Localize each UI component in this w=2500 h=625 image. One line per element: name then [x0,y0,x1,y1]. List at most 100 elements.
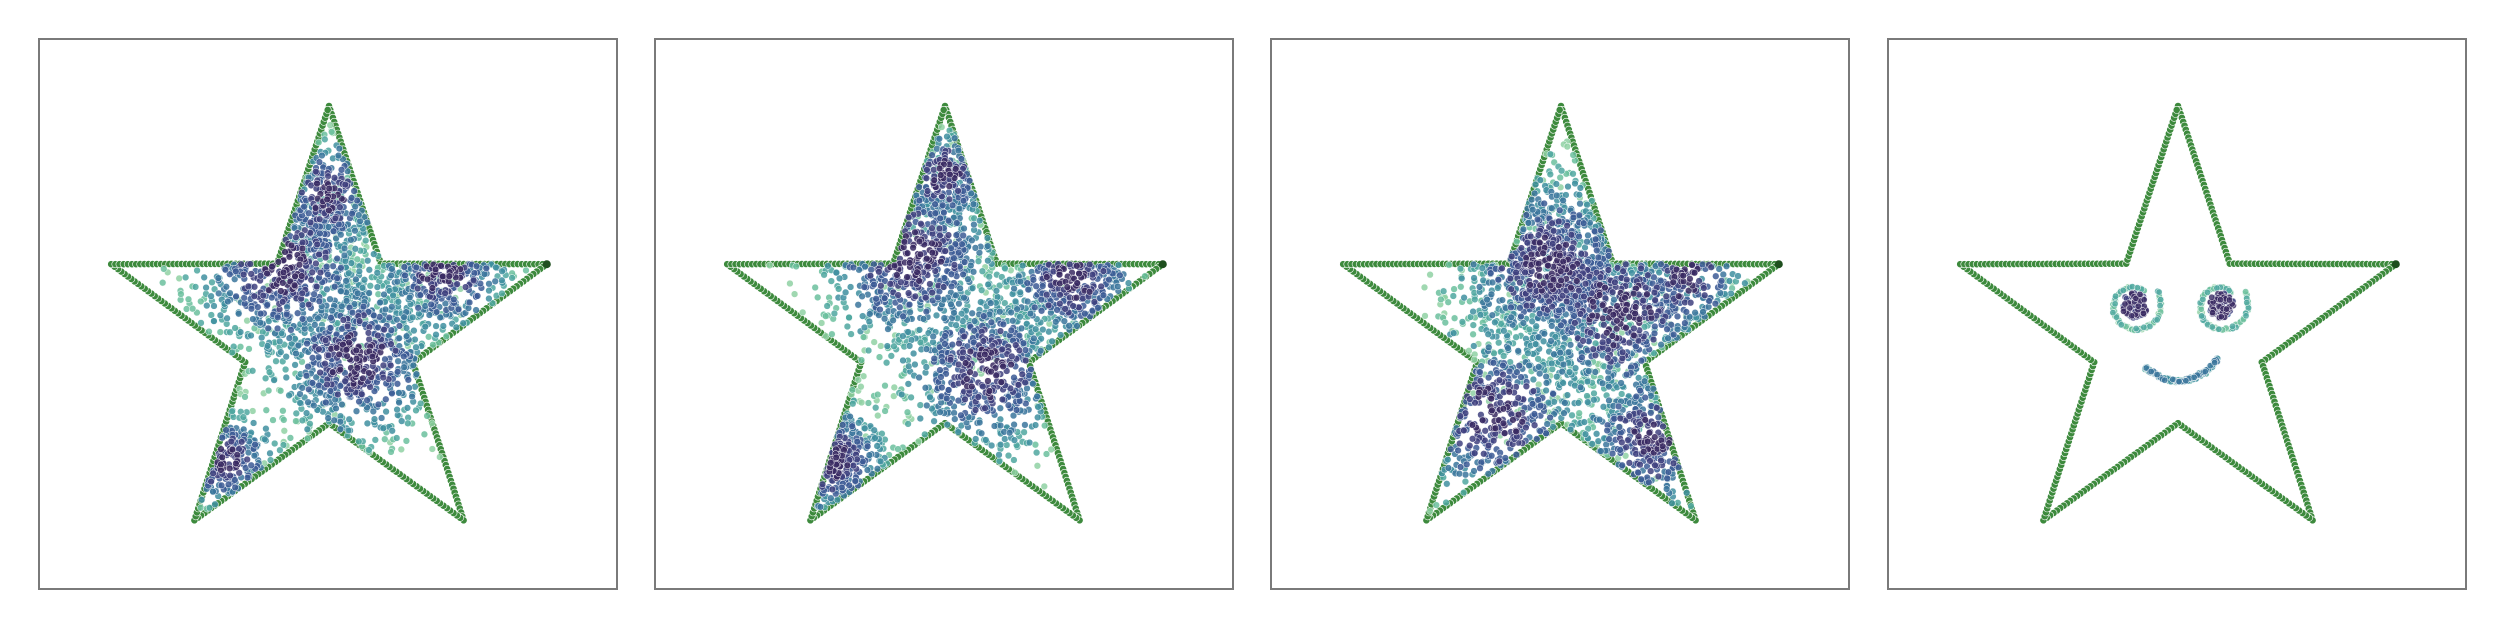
data-point [316,229,324,238]
data-point [963,375,971,383]
data-point [903,408,912,416]
data-point [395,398,403,407]
data-point [268,263,276,271]
data-point [312,373,320,381]
data-point [492,263,500,272]
data-point [197,297,205,306]
data-point [828,330,836,338]
data-point [890,392,898,400]
data-point [952,231,961,239]
data-point [866,310,874,318]
data-point [365,369,373,377]
data-point [960,258,969,266]
data-point [423,275,432,283]
data-point [1048,337,1056,345]
data-point [954,146,963,155]
data-point [992,371,1000,379]
data-point [305,300,313,309]
data-point [995,451,1003,459]
data-point [1053,306,1061,314]
data-point [968,284,977,292]
data-point [397,445,405,454]
data-point [1016,288,1024,297]
data-point [356,217,364,225]
data-point [938,383,946,392]
data-point [1024,285,1032,294]
data-point [382,395,390,403]
data-point [406,293,414,302]
data-point [316,215,324,223]
data-point [1072,294,1081,302]
data-point [922,294,930,302]
data-point [247,270,255,278]
data-point [362,236,370,245]
data-point [853,455,861,463]
data-point [904,328,912,336]
data-point [405,384,413,392]
data-point [790,290,799,298]
data-point [906,308,914,316]
data-point [294,341,303,350]
data-point [1037,347,1045,355]
data-point [369,407,377,416]
data-point [177,290,185,298]
data-point [1039,282,1047,290]
data-point [916,414,924,423]
data-point [379,373,387,382]
data-point [915,373,923,382]
data-point [1023,320,1031,328]
data-point [881,382,889,390]
data-point [946,356,955,364]
data-point [860,323,869,332]
data-point [414,284,422,293]
data-point [364,329,373,337]
data-point [984,280,992,289]
data-point [404,419,412,427]
data-point [273,324,282,333]
data-point [1043,273,1051,281]
data-point [876,457,885,466]
data-point [420,430,429,438]
data-point [310,290,318,298]
data-point [916,338,925,347]
data-point [998,345,1006,353]
data-point [398,417,406,425]
data-point [292,233,300,241]
data-point [828,485,837,494]
data-point [996,308,1004,316]
data-point [400,352,408,361]
data-point [890,342,898,350]
data-point [851,477,859,485]
data-point [404,376,412,384]
data-point [338,302,346,310]
data-point [341,180,349,189]
data-point [951,134,959,142]
data-point [971,244,980,252]
data-point [191,283,200,291]
data-point [400,313,408,321]
data-point [343,352,351,360]
data-point [860,283,868,291]
data-point [1056,291,1064,299]
data-point [950,309,958,317]
data-point [984,257,992,265]
data-point [336,425,345,433]
data-point [237,260,245,268]
data-point [282,373,290,382]
data-point [402,324,411,332]
data-point [1014,381,1023,389]
data-point [957,310,966,318]
data-point [845,313,853,322]
data-point [827,277,835,285]
data-point [931,209,939,217]
data-point [799,308,807,317]
data-point [380,325,388,334]
data-point [904,380,912,388]
data-point [315,345,323,353]
data-point [394,298,402,306]
data-point [1017,324,1026,333]
data-point [261,374,270,382]
data-point [905,362,913,370]
data-point [911,228,919,236]
data-point [1010,456,1018,464]
